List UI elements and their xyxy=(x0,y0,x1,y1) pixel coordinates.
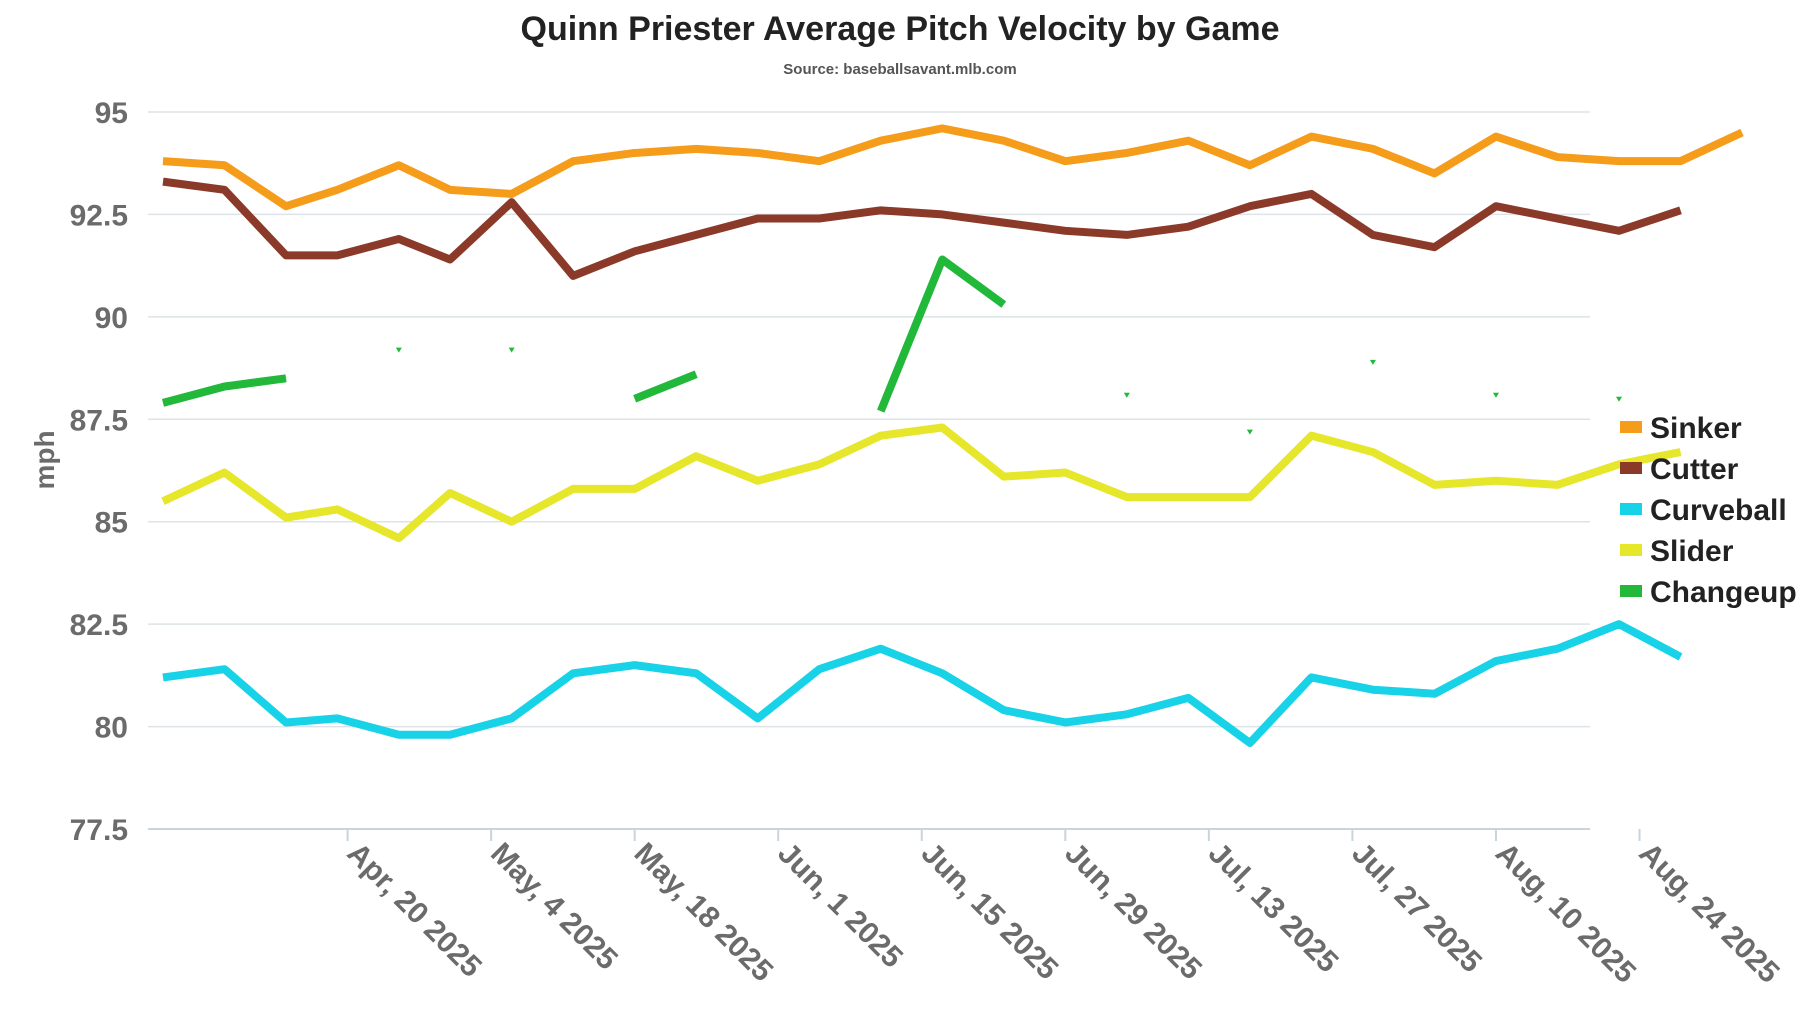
series-curveball xyxy=(162,620,1683,747)
y-tick-label: 80 xyxy=(95,712,128,745)
legend-label: Cutter xyxy=(1650,453,1739,486)
x-tick-label: Aug, 10 2025 xyxy=(1489,837,1642,990)
y-tick-label: 77.5 xyxy=(70,814,128,847)
x-tick-label: Jul, 27 2025 xyxy=(1345,837,1487,979)
y-tick-label: 95 xyxy=(95,97,128,130)
x-tick-label: Jul, 13 2025 xyxy=(1202,837,1344,979)
series-line xyxy=(162,620,1683,747)
y-tick-label: 82.5 xyxy=(70,609,128,642)
legend-swatch xyxy=(1620,503,1642,515)
y-tick-label: 90 xyxy=(95,302,128,335)
y-axis-label: mph xyxy=(29,430,60,489)
series-sinker xyxy=(162,124,1744,211)
series-line xyxy=(162,177,1682,280)
legend-label: Changeup xyxy=(1650,576,1797,609)
series-lines xyxy=(161,124,1744,747)
legend-swatch xyxy=(1620,544,1642,556)
x-tick-label: Aug, 24 2025 xyxy=(1633,837,1786,990)
legend-label: Sinker xyxy=(1650,412,1742,445)
series-line xyxy=(633,370,698,403)
y-axis-ticks: 95 92.5 90 87.5 85 82.5 80 77.5 xyxy=(70,97,128,847)
chart-title: Quinn Priester Average Pitch Velocity by… xyxy=(521,10,1280,48)
legend-swatch xyxy=(1620,462,1642,474)
legend-swatch xyxy=(1620,585,1642,597)
series-line xyxy=(877,255,1007,413)
y-tick-label: 87.5 xyxy=(70,404,128,437)
data-point-marker xyxy=(1123,392,1130,398)
data-point-marker xyxy=(1246,429,1253,435)
data-point-marker xyxy=(1616,396,1623,402)
series-line xyxy=(162,124,1744,211)
series-line xyxy=(161,423,1682,543)
chart-subtitle: Source: baseballsavant.mlb.com xyxy=(783,61,1016,78)
x-tick-label: Apr, 20 2025 xyxy=(341,837,488,984)
gridlines xyxy=(148,111,1590,830)
legend: Sinker Cutter Curveball Slider Changeup xyxy=(1620,412,1797,609)
data-point-marker xyxy=(1492,392,1499,398)
legend-label: Slider xyxy=(1650,535,1734,568)
data-point-marker xyxy=(395,347,402,353)
series-cutter xyxy=(162,177,1682,280)
x-tick-label: Jun, 15 2025 xyxy=(915,837,1065,987)
x-tick-label: May, 4 2025 xyxy=(484,837,624,977)
series-changeup xyxy=(161,255,1623,435)
legend-swatch xyxy=(1620,421,1642,433)
x-tick-label: Jun, 1 2025 xyxy=(771,837,909,975)
x-tick-label: Jun, 29 2025 xyxy=(1058,837,1208,987)
y-tick-label: 85 xyxy=(95,507,128,540)
y-tick-label: 92.5 xyxy=(70,199,128,232)
x-tick-label: May, 18 2025 xyxy=(628,837,779,988)
data-point-marker xyxy=(508,347,515,353)
series-slider xyxy=(161,423,1682,543)
data-point-marker xyxy=(1369,359,1376,365)
legend-label: Curveball xyxy=(1650,494,1787,527)
series-line xyxy=(161,374,287,407)
